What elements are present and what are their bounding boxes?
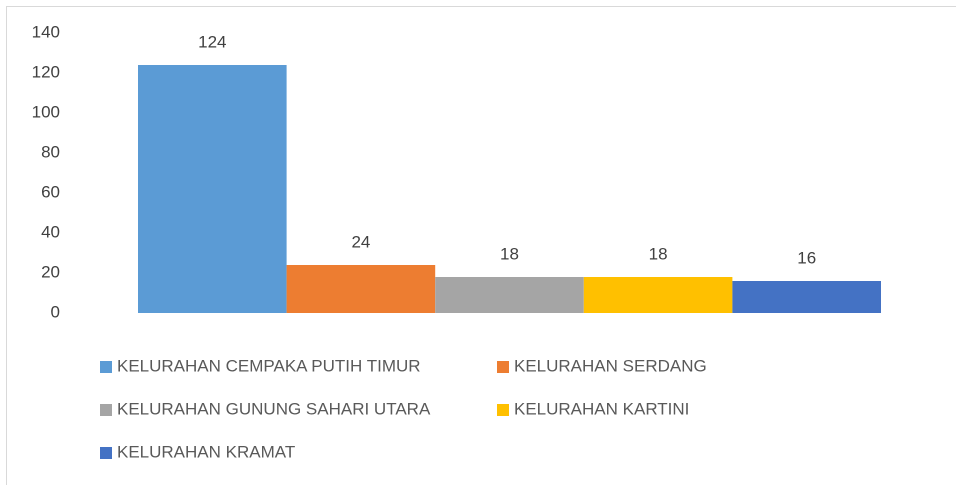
legend-label: KELURAHAN SERDANG bbox=[514, 356, 707, 375]
bar bbox=[286, 265, 436, 313]
legend-label: KELURAHAN GUNUNG SAHARI UTARA bbox=[117, 399, 431, 418]
data-label: 16 bbox=[797, 248, 816, 267]
legend-label: KELURAHAN KARTINI bbox=[514, 399, 689, 418]
y-tick-label: 20 bbox=[41, 262, 60, 281]
bar bbox=[732, 281, 881, 313]
legend-swatch bbox=[497, 361, 509, 373]
legend-swatch bbox=[100, 447, 112, 459]
data-label: 124 bbox=[198, 32, 226, 51]
y-tick-label: 0 bbox=[51, 302, 60, 321]
legend-swatch bbox=[100, 404, 112, 416]
legend-label: KELURAHAN KRAMAT bbox=[117, 442, 295, 461]
data-label: 18 bbox=[500, 244, 519, 263]
data-label: 18 bbox=[649, 244, 668, 263]
bar bbox=[435, 277, 584, 313]
y-tick-label: 140 bbox=[32, 22, 60, 41]
y-tick-label: 40 bbox=[41, 222, 60, 241]
data-label: 24 bbox=[351, 232, 370, 251]
bar bbox=[583, 277, 733, 313]
y-tick-label: 80 bbox=[41, 142, 60, 161]
bar bbox=[138, 65, 287, 313]
y-tick-label: 100 bbox=[32, 102, 60, 121]
legend-label: KELURAHAN CEMPAKA PUTIH TIMUR bbox=[117, 356, 421, 375]
legend-swatch bbox=[497, 404, 509, 416]
legend-swatch bbox=[100, 361, 112, 373]
chart-frame bbox=[6, 6, 956, 485]
y-tick-label: 120 bbox=[32, 62, 60, 81]
y-tick-label: 60 bbox=[41, 182, 60, 201]
